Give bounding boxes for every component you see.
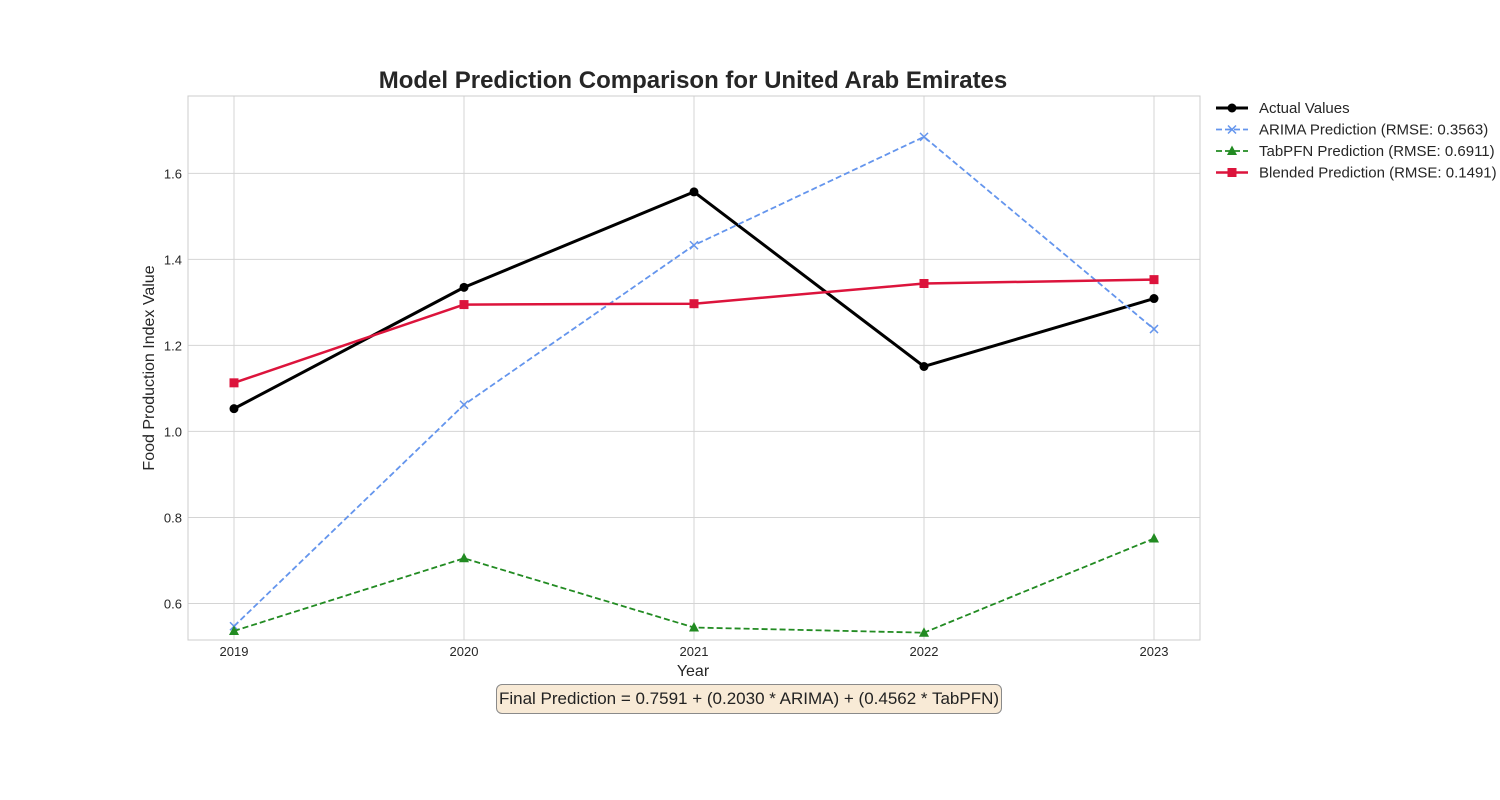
x-tick-label: 2021 — [680, 644, 709, 659]
y-tick-label: 1.6 — [164, 166, 182, 181]
legend-marker-arima — [1227, 124, 1237, 135]
plot-frame — [187, 95, 1201, 641]
chart-title: Model Prediction Comparison for United A… — [379, 67, 1008, 94]
legend-marker-blended — [1227, 168, 1237, 177]
x-tick-label: 2022 — [910, 644, 939, 659]
legend-marker-tabpfn — [1227, 145, 1237, 155]
legend: Actual Values ARIMA Prediction (RMSE: 0.3… — [1216, 100, 1497, 182]
data-point-arima — [919, 132, 929, 142]
data-point-tabpfn — [1149, 533, 1159, 543]
legend-label: Blended Prediction (RMSE: 0.1491) — [1259, 165, 1497, 182]
legend-item-actual: Actual Values — [1216, 100, 1350, 117]
y-tick-label: 1.4 — [164, 252, 182, 267]
tick-layer: 0.6 0.8 1.0 1.2 1.4 1.6 2019 2020 2021 2022 2023 — [164, 166, 1169, 659]
data-point-blended — [689, 299, 699, 309]
y-tick-label: 1.2 — [164, 338, 182, 353]
legend-marker-actual — [1227, 103, 1237, 113]
data-point-actual — [1149, 294, 1159, 304]
data-point-arima — [459, 400, 469, 410]
x-tick-label: 2020 — [450, 644, 479, 659]
x-axis-label: Year — [677, 663, 710, 680]
x-tick-label: 2023 — [1140, 644, 1169, 659]
x-tick-label: 2019 — [220, 644, 249, 659]
data-point-actual — [229, 404, 239, 414]
blend-formula-annotation: Final Prediction = 0.7591 + (0.2030 * AR… — [496, 684, 1002, 714]
y-tick-label: 0.8 — [164, 510, 182, 525]
series-actual — [229, 187, 1159, 414]
data-point-actual — [689, 187, 699, 197]
y-tick-label: 1.0 — [164, 424, 182, 439]
data-point-blended — [1149, 275, 1159, 285]
data-point-arima — [1149, 324, 1159, 334]
series-layer — [229, 132, 1159, 637]
y-tick-label: 0.6 — [164, 596, 182, 611]
legend-item-blended: Blended Prediction (RMSE: 0.1491) — [1216, 165, 1497, 182]
data-point-tabpfn — [689, 622, 699, 632]
y-axis-label: Food Production Index Value — [141, 265, 158, 470]
data-point-tabpfn — [229, 625, 239, 635]
data-point-actual — [919, 361, 929, 371]
series-blended — [229, 275, 1159, 388]
legend-label: Actual Values — [1259, 100, 1350, 117]
data-point-blended — [459, 300, 469, 310]
data-point-tabpfn — [919, 627, 929, 637]
legend-item-arima: ARIMA Prediction (RMSE: 0.3563) — [1216, 122, 1488, 139]
data-point-arima — [689, 240, 699, 250]
data-point-actual — [459, 282, 469, 292]
data-point-blended — [919, 278, 929, 288]
grid-layer — [188, 96, 1200, 640]
legend-label: TabPFN Prediction (RMSE: 0.6911) — [1259, 143, 1495, 160]
data-point-tabpfn — [459, 552, 469, 563]
legend-label: ARIMA Prediction (RMSE: 0.3563) — [1259, 122, 1488, 139]
data-point-blended — [229, 378, 239, 388]
series-tabpfn — [229, 533, 1159, 637]
legend-item-tabpfn: TabPFN Prediction (RMSE: 0.6911) — [1216, 143, 1495, 160]
